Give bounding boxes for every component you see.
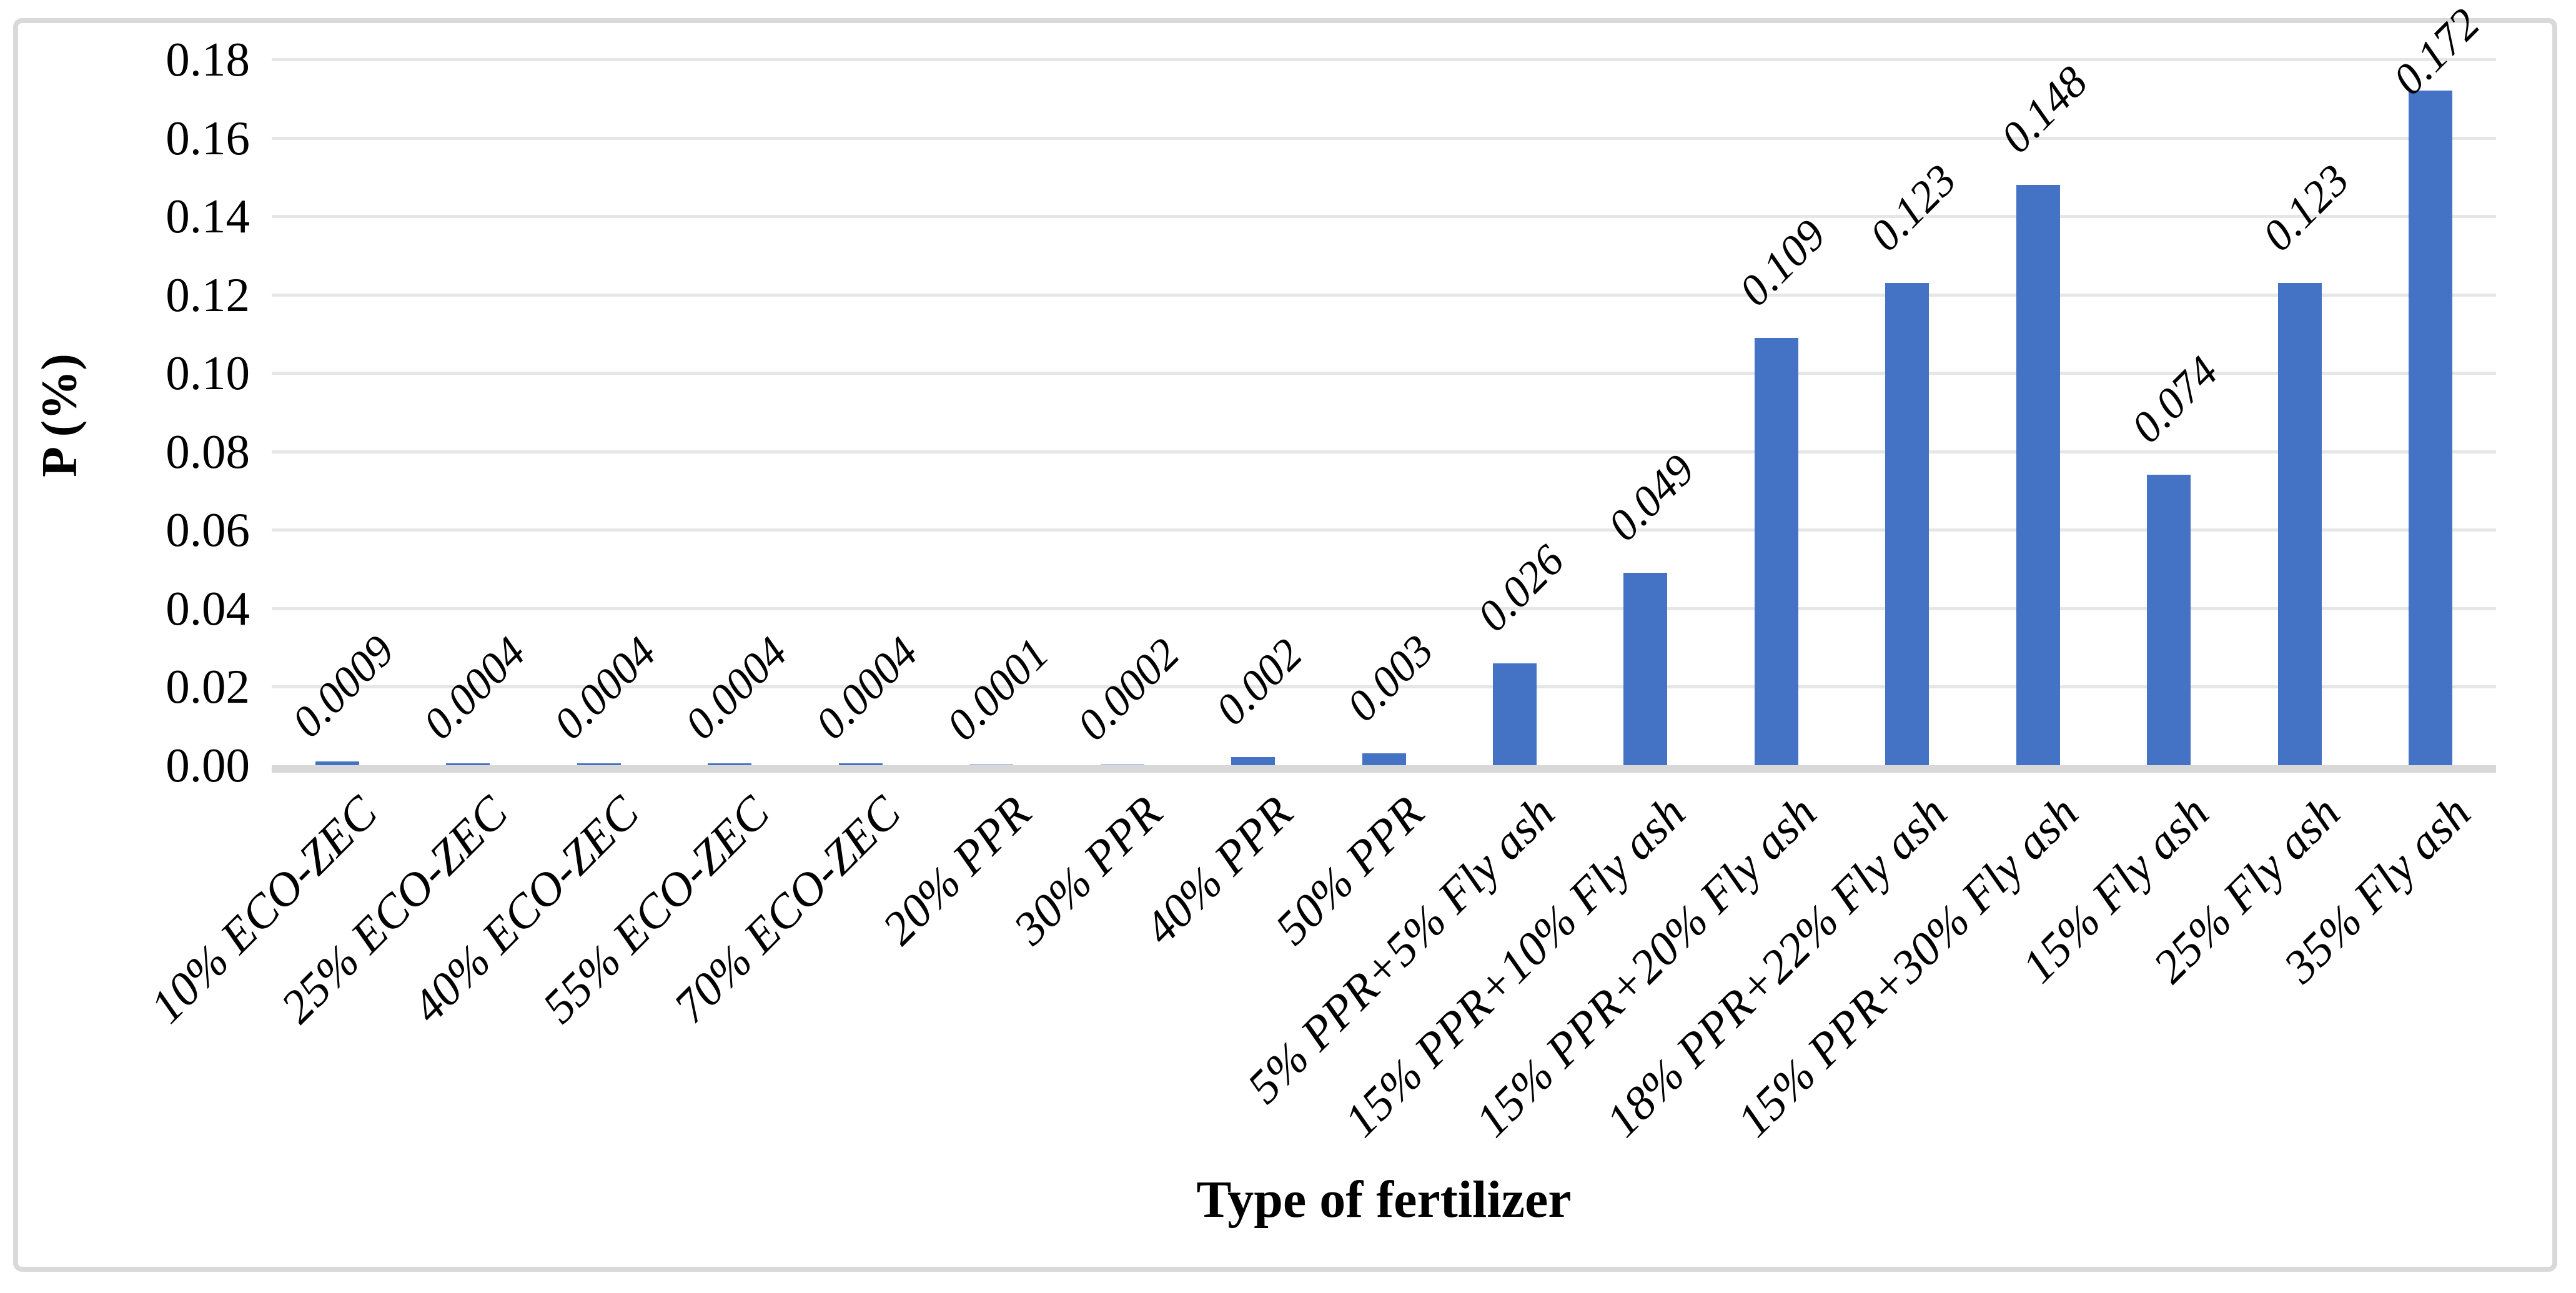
bar-value-label: 0.123 <box>2253 155 2359 261</box>
bar-value-label: 0.026 <box>1468 535 1573 642</box>
y-tick-label: 0.14 <box>166 189 250 244</box>
y-tick-label: 0.10 <box>166 346 250 400</box>
y-gridline <box>272 58 2496 61</box>
bar <box>708 763 752 765</box>
figure-border <box>13 18 2557 1272</box>
y-gridline <box>272 528 2496 532</box>
y-gridline <box>272 293 2496 297</box>
y-tick-label: 0.02 <box>166 660 250 714</box>
x-category-label: 70% ECO-ZEC <box>663 786 911 1033</box>
bar-value-label: 0.074 <box>2123 347 2228 453</box>
bar-value-label: 0.0002 <box>1068 629 1189 750</box>
x-axis-line <box>272 765 2496 773</box>
y-gridline <box>272 607 2496 610</box>
bar-value-label: 0.049 <box>1599 445 1705 551</box>
bar-value-label: 0.172 <box>2384 0 2490 104</box>
bar <box>838 763 883 765</box>
y-gridline <box>272 450 2496 453</box>
bar <box>1492 663 1537 765</box>
bar <box>2147 475 2191 765</box>
bar <box>1231 757 1276 765</box>
bar <box>1623 573 1668 765</box>
bar <box>2016 185 2060 765</box>
x-category-label: 40% ECO-ZEC <box>402 786 649 1033</box>
y-gridline <box>272 685 2496 689</box>
y-tick-label: 0.16 <box>166 111 250 165</box>
y-tick-label: 0.18 <box>166 32 250 86</box>
bar <box>1885 283 1930 765</box>
bar-value-label: 0.003 <box>1337 625 1443 731</box>
bar <box>446 763 490 765</box>
bar <box>315 761 359 765</box>
y-gridline <box>272 136 2496 140</box>
y-tick-label: 0.04 <box>166 581 250 635</box>
bar <box>577 763 621 765</box>
bar <box>1754 338 1798 765</box>
y-gridline <box>272 215 2496 219</box>
y-gridline <box>272 372 2496 375</box>
x-axis-title: Type of fertilizer <box>1196 1171 1572 1229</box>
bar <box>2277 283 2322 765</box>
x-category-label: 25% ECO-ZEC <box>270 786 518 1033</box>
bar <box>1362 753 1406 765</box>
y-tick-label: 0.12 <box>166 267 250 322</box>
bar-value-label: 0.0001 <box>937 629 1058 750</box>
x-category-label: 55% ECO-ZEC <box>532 786 780 1033</box>
bar-value-label: 0.109 <box>1730 210 1835 316</box>
x-category-label: 10% ECO-ZEC <box>140 786 387 1033</box>
y-tick-label: 0.00 <box>166 738 250 792</box>
bar-value-label: 0.123 <box>1861 155 1966 261</box>
bar <box>2409 91 2453 765</box>
y-axis-title: P (%) <box>32 354 87 477</box>
bar-value-label: 0.002 <box>1206 629 1312 735</box>
y-tick-label: 0.08 <box>166 424 250 478</box>
y-tick-label: 0.06 <box>166 503 250 557</box>
bar-value-label: 0.148 <box>1991 57 2097 163</box>
